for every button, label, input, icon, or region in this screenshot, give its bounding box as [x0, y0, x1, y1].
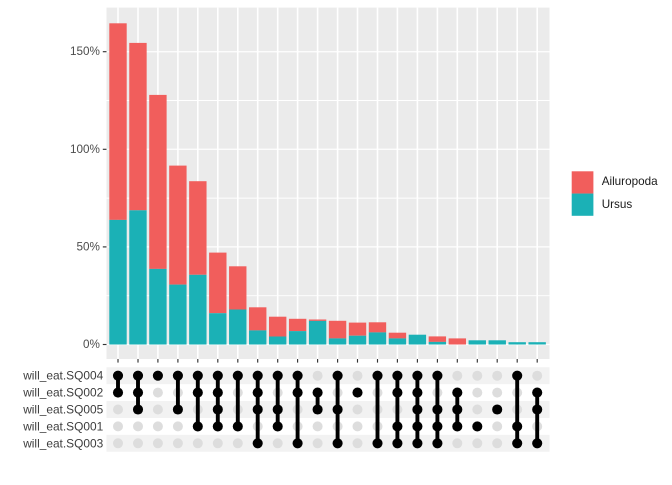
svg-text:Ailuropoda: Ailuropoda [602, 175, 658, 188]
svg-text:will_eat.SQ005: will_eat.SQ005 [22, 403, 103, 417]
svg-text:will_eat.SQ003: will_eat.SQ003 [22, 436, 103, 450]
svg-text:will_eat.SQ004: will_eat.SQ004 [22, 369, 103, 383]
svg-text:0%: 0% [83, 338, 100, 351]
svg-text:150%: 150% [70, 45, 100, 58]
svg-text:Ursus: Ursus [602, 198, 633, 211]
svg-text:will_eat.SQ001: will_eat.SQ001 [22, 419, 103, 433]
svg-text:will_eat.SQ002: will_eat.SQ002 [22, 386, 103, 400]
svg-text:100%: 100% [70, 143, 100, 156]
svg-text:50%: 50% [76, 240, 99, 253]
